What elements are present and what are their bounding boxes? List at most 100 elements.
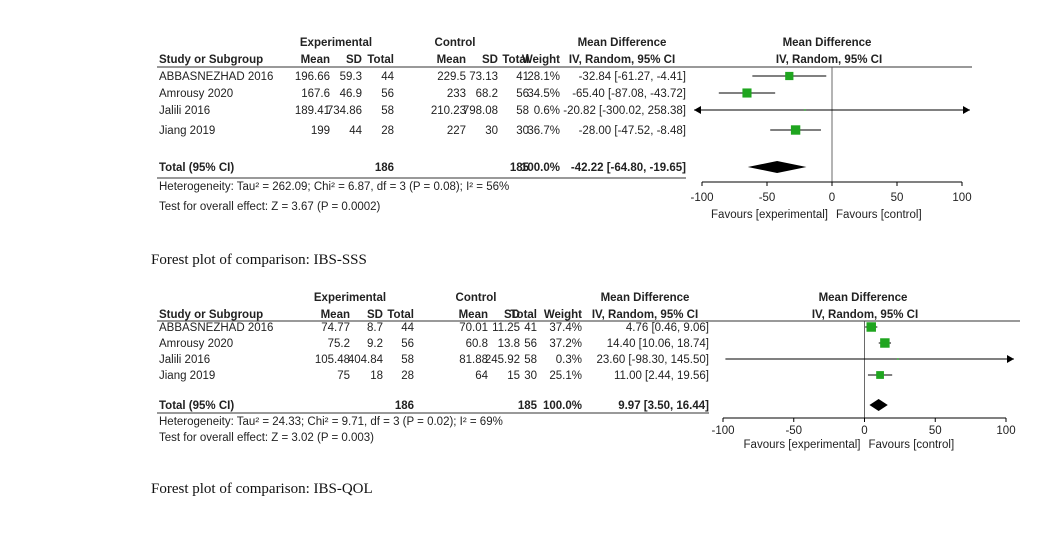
group-header-mean-difference: Mean Difference [601, 292, 690, 304]
ctl-mean-value: 233 [447, 88, 466, 100]
overall-effect-text: Test for overall effect: Z = 3.67 (P = 0… [159, 201, 381, 213]
exp-total-value: 56 [401, 338, 414, 350]
exp-total-value: 56 [381, 88, 394, 100]
exp-sd-value: 44 [349, 125, 362, 137]
ctl-sd-value: 245.92 [485, 354, 520, 366]
weight-value: 37.2% [549, 338, 582, 350]
study-effect-marker [742, 88, 752, 98]
exp-mean-value: 75 [337, 370, 350, 382]
exp-total-value: 44 [381, 71, 394, 83]
exp-total-value: 58 [401, 354, 414, 366]
ctl-total-value: 41 [524, 322, 537, 334]
x-tick-label: 50 [891, 192, 904, 204]
x-tick-label: -50 [785, 425, 802, 437]
ci-value: -32.84 [-61.27, -4.41] [579, 71, 686, 83]
column-header-exp-sd: SD [346, 54, 362, 66]
total-ci-value: -42.22 [-64.80, -19.65] [571, 162, 686, 174]
exp-sd-value: 59.3 [340, 71, 362, 83]
ctl-total-value: 56 [524, 338, 537, 350]
forest-plot-1: Experimental Control Mean Difference Mean D… [151, 37, 972, 268]
column-header-ci: IV, Random, 95% CI [592, 309, 698, 321]
weight-value: 37.4% [549, 322, 582, 334]
column-header-study: Study or Subgroup [159, 309, 263, 321]
ctl-sd-value: 13.8 [498, 338, 520, 350]
ctl-mean-value: 229.5 [437, 71, 466, 83]
ci-value: 23.60 [-98.30, 145.50] [596, 354, 709, 366]
column-header-weight: Weight [544, 309, 582, 321]
total-ctl-count: 185 [518, 400, 538, 412]
x-tick-label: 0 [829, 192, 835, 204]
column-header-exp-total: Total [367, 54, 394, 66]
column-header-ctl-sd: SD [504, 309, 520, 321]
group-header-mean-difference: Mean Difference [578, 37, 667, 49]
ci-arrow-right [1007, 355, 1014, 363]
exp-total-value: 58 [381, 105, 394, 117]
favours-experimental-label: Favours [experimental] [711, 209, 828, 221]
favours-control-label: Favours [control] [836, 209, 922, 221]
group-header-control: Control [456, 292, 497, 304]
pooled-effect-diamond [747, 161, 807, 173]
column-header-ctl-total: Total [510, 309, 537, 321]
forest-plot-2: Experimental Control Mean Difference Mean D… [151, 292, 1020, 497]
total-ctl-count: 185 [510, 162, 530, 174]
ci-value: 11.00 [2.44, 19.56] [614, 370, 709, 382]
ci-arrow-right [963, 106, 970, 114]
column-header-ctl-mean: Mean [437, 54, 466, 66]
exp-sd-value: 404.84 [348, 354, 384, 366]
ci-value: 14.40 [10.06, 18.74] [607, 338, 709, 350]
study-name: Jiang 2019 [159, 125, 215, 137]
weight-value: 25.1% [549, 370, 582, 382]
column-header-ci: IV, Random, 95% CI [569, 54, 675, 66]
group-header-mean-difference-plot: Mean Difference [819, 292, 908, 304]
ctl-total-value: 58 [524, 354, 537, 366]
ci-arrow-left [694, 106, 701, 114]
total-weight: 100.0% [543, 400, 582, 412]
study-name: Amrousy 2020 [159, 338, 233, 350]
ctl-mean-value: 227 [447, 125, 466, 137]
group-header-mean-difference-plot: Mean Difference [783, 37, 872, 49]
ctl-sd-value: 68.2 [476, 88, 498, 100]
study-name: Amrousy 2020 [159, 88, 233, 100]
ctl-sd-value: 30 [485, 125, 498, 137]
study-effect-marker [790, 125, 801, 135]
ctl-sd-value: 73.13 [469, 71, 498, 83]
column-header-exp-mean: Mean [301, 54, 330, 66]
ctl-total-value: 30 [524, 370, 537, 382]
total-weight: 100.0% [521, 162, 560, 174]
ctl-sd-value: 15 [507, 370, 520, 382]
pooled-effect-diamond [869, 399, 888, 411]
x-tick-label: 100 [996, 425, 1015, 437]
exp-sd-value: 46.9 [340, 88, 362, 100]
x-tick-label: 100 [952, 192, 971, 204]
ctl-mean-value: 64 [475, 370, 488, 382]
ci-value: -20.82 [-300.02, 258.38] [563, 105, 686, 117]
group-header-experimental: Experimental [300, 37, 372, 49]
heterogeneity-text: Heterogeneity: Tau² = 262.09; Chi² = 6.8… [159, 181, 509, 193]
weight-value: 28.1% [527, 71, 560, 83]
exp-mean-value: 199 [311, 125, 330, 137]
weight-value: 0.6% [534, 105, 560, 117]
figure-caption: Forest plot of comparison: IBS-SSS [151, 252, 367, 268]
exp-sd-value: 734.86 [327, 105, 362, 117]
exp-total-value: 28 [401, 370, 414, 382]
favours-experimental-label: Favours [experimental] [744, 439, 861, 451]
exp-mean-value: 75.2 [328, 338, 350, 350]
study-effect-marker [785, 71, 794, 81]
column-header-ctl-mean: Mean [459, 309, 488, 321]
exp-mean-value: 167.6 [301, 88, 330, 100]
ctl-total-value: 58 [516, 105, 529, 117]
weight-value: 0.3% [556, 354, 582, 366]
ctl-mean-value: 60.8 [466, 338, 488, 350]
figure-caption: Forest plot of comparison: IBS-QOL [151, 481, 373, 497]
ci-value: 4.76 [0.46, 9.06] [626, 322, 709, 334]
study-effect-marker [880, 338, 890, 348]
ctl-total-value: 41 [516, 71, 529, 83]
column-header-ci-plot: IV, Random, 95% CI [812, 309, 918, 321]
total-label: Total (95% CI) [159, 400, 234, 412]
ci-value: -28.00 [-47.52, -8.48] [579, 125, 686, 137]
exp-mean-value: 196.66 [295, 71, 330, 83]
ctl-total-value: 56 [516, 88, 529, 100]
x-tick-label: 50 [929, 425, 942, 437]
group-header-control: Control [435, 37, 476, 49]
